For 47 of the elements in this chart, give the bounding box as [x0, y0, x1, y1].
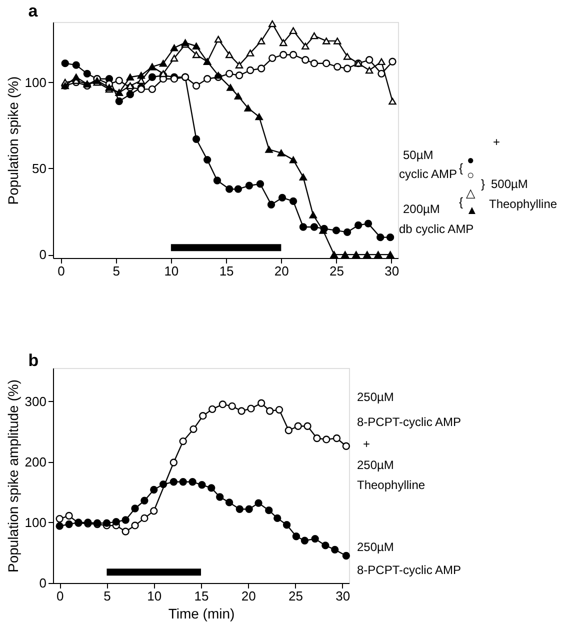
x-tick-label: 20 [241, 588, 256, 604]
x-tick-label: 0 [56, 588, 64, 604]
text: Theophylline [357, 478, 426, 492]
x-tick-label: 25 [288, 588, 303, 604]
y-tick-label: 200 [24, 454, 46, 470]
text: 500µM [491, 177, 528, 191]
y-axis-title: Population spike (%) [4, 76, 21, 205]
x-axis-title: Time (min) [168, 606, 235, 622]
text: ▲ [466, 203, 478, 217]
text: 200µM [403, 202, 440, 216]
text: ● [467, 153, 474, 167]
text: 250µM [357, 540, 394, 554]
text: △ [466, 186, 476, 200]
text: 50µM [403, 148, 434, 162]
text: 250µM [357, 390, 394, 404]
text: cyclic AMP [399, 167, 458, 181]
x-tick-label: 30 [336, 588, 350, 604]
y-tick-label: 100 [24, 74, 46, 90]
y-tick-label: 0 [39, 576, 46, 590]
x-tick-label: 25 [330, 264, 344, 278]
y-tick-label: 0 [39, 247, 46, 262]
text: } [481, 177, 486, 191]
x-tick-label: 15 [219, 264, 234, 278]
y-tick-label: 300 [24, 394, 46, 409]
x-tick-label: 0 [58, 264, 65, 278]
x-tick-label: 10 [164, 264, 179, 278]
x-tick-label: 30 [384, 264, 400, 278]
text: Theophylline [489, 197, 558, 211]
text: + [493, 135, 500, 149]
text: { [459, 195, 464, 209]
y-tick-label: 50 [32, 160, 46, 176]
text: 8-PCPT-cyclic AMP [357, 563, 462, 577]
chart-title: b [28, 351, 39, 370]
x-tick-label: 20 [274, 264, 289, 278]
text: db cyclic AMP [399, 222, 474, 236]
x-tick-label: 15 [194, 588, 209, 604]
y-tick-label: 100 [24, 514, 46, 530]
text: { [459, 161, 464, 175]
text: + [363, 437, 370, 451]
text: ○ [467, 168, 474, 182]
x-tick-label: 5 [104, 588, 111, 604]
y-axis-title: Population spike amplitude (%) [4, 380, 21, 572]
chart-title: a [28, 2, 38, 21]
x-tick-label: 5 [112, 264, 120, 278]
text: 250µM [357, 458, 394, 472]
text: 8-PCPT-cyclic AMP [357, 415, 462, 429]
x-tick-label: 10 [147, 588, 162, 604]
